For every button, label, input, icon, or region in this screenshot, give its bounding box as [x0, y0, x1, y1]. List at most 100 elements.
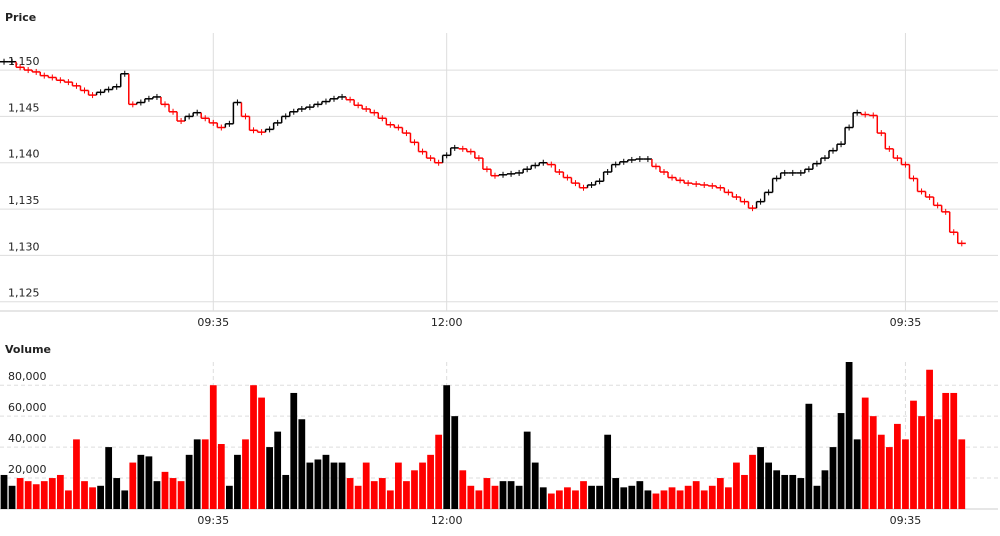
y-tick-label: 1,145: [8, 101, 40, 114]
y-tick-label: 1,135: [8, 194, 40, 207]
volume-bar: [475, 490, 483, 509]
volume-bar: [314, 459, 322, 509]
volume-bar: [700, 490, 708, 509]
volume-bar: [636, 481, 644, 509]
volume-bar: [821, 470, 829, 509]
volume-bar: [515, 485, 523, 509]
volume-bar: [282, 474, 290, 509]
volume-bar: [298, 419, 306, 509]
volume-bar: [427, 454, 434, 509]
x-tick-label: 09:35: [890, 514, 922, 527]
volume-bar: [395, 462, 402, 509]
volume-bar: [145, 456, 153, 509]
volume-bar: [918, 416, 925, 509]
y-tick-label: 80,000: [8, 370, 47, 383]
volume-bar: [378, 478, 386, 509]
volume-bar: [73, 439, 80, 509]
volume-bar: [837, 413, 845, 509]
volume-bar: [419, 462, 426, 509]
volume-bar: [234, 454, 241, 509]
volume-bar: [716, 478, 724, 509]
volume-bar: [89, 487, 96, 509]
volume-bar: [362, 462, 370, 509]
volume-bar: [242, 439, 249, 509]
volume-bar: [692, 481, 700, 509]
volume-bar: [684, 485, 692, 509]
volume-bar: [161, 471, 169, 509]
volume-bar: [105, 447, 113, 509]
volume-bar: [902, 439, 909, 509]
volume-bar: [580, 481, 587, 509]
volume-bar: [749, 454, 756, 509]
volume-bar: [894, 423, 901, 509]
volume-bar: [797, 478, 805, 509]
volume-bar: [306, 462, 314, 509]
volume-bar: [8, 485, 16, 509]
volume-bar: [741, 474, 748, 509]
volume-bar: [411, 470, 418, 509]
volume-bar: [386, 490, 394, 509]
volume-bar: [56, 474, 64, 509]
volume-bar: [572, 490, 579, 509]
volume-bar: [290, 392, 298, 509]
volume-bar: [942, 392, 950, 509]
x-tick-label: 09:35: [890, 316, 922, 329]
volume-bar: [129, 462, 137, 509]
volume-bar: [435, 434, 443, 509]
volume-bar: [805, 403, 813, 509]
y-tick-label: 60,000: [8, 401, 47, 414]
volume-bar: [499, 481, 507, 509]
volume-bar: [322, 454, 330, 509]
volume-bar: [443, 385, 451, 509]
volume-bar: [113, 478, 121, 509]
volume-bar: [781, 474, 789, 509]
volume-bar: [531, 462, 539, 509]
volume-bar: [757, 447, 764, 509]
volume-bar: [869, 416, 877, 509]
volume-bar: [32, 484, 40, 509]
volume-bar: [724, 487, 732, 509]
volume-bar: [950, 392, 958, 509]
volume-bar: [668, 487, 676, 509]
volume-bar: [467, 485, 475, 509]
volume-bar: [588, 485, 595, 509]
volume-bar: [604, 434, 612, 509]
volume-bar: [370, 481, 378, 509]
volume-bar: [225, 485, 233, 509]
volume-bar: [539, 487, 547, 509]
volume-bar: [169, 478, 177, 509]
chart-title: Price: [5, 11, 36, 24]
volume-bar: [676, 490, 684, 509]
volume-bar: [644, 490, 652, 509]
volume-bar: [65, 490, 72, 509]
volume-bar: [153, 481, 161, 509]
volume-bar: [596, 485, 603, 509]
volume-bar: [813, 485, 821, 509]
volume-bar: [612, 478, 620, 509]
y-tick-label: 1,140: [8, 148, 40, 161]
volume-bar: [733, 462, 740, 509]
volume-bar: [483, 478, 491, 509]
volume-bar: [845, 362, 853, 509]
volume-bar: [547, 493, 555, 509]
volume-bar: [177, 481, 185, 509]
volume-bar: [193, 439, 201, 509]
volume-bar: [564, 487, 571, 509]
volume-bar: [877, 434, 885, 509]
volume-bar: [926, 369, 933, 509]
volume-bar: [121, 490, 129, 509]
volume-bar: [137, 454, 145, 509]
volume-bar: [185, 454, 193, 509]
volume-bar: [201, 439, 209, 509]
y-tick-label: 40,000: [8, 432, 47, 445]
volume-bar: [403, 481, 410, 509]
volume-bar: [773, 470, 781, 509]
volume-bar: [40, 481, 48, 509]
volume-bar: [24, 481, 32, 509]
volume-bar: [209, 385, 217, 509]
volume-bar: [620, 487, 628, 509]
volume-bar: [250, 385, 257, 509]
x-tick-label: 09:35: [197, 514, 229, 527]
volume-bar: [958, 439, 966, 509]
